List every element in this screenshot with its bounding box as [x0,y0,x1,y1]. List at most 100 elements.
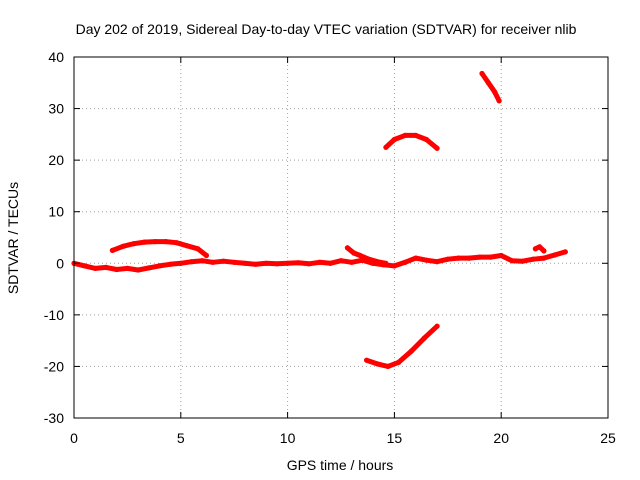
data-point [396,359,402,365]
data-point [492,89,498,95]
data-point [195,246,201,252]
data-point [413,255,419,261]
series-high-segment-near-35 [479,71,502,104]
data-point [173,240,180,246]
series-upper-early-arc [109,239,209,258]
data-point [103,264,109,270]
data-point [434,259,440,265]
data-point [421,335,427,341]
data-point [408,348,415,354]
data-point [82,263,88,269]
data-point [274,261,280,267]
y-tick-label: 30 [48,101,64,117]
chart-title: Day 202 of 2019, Sidereal Day-to-day VTE… [76,21,577,37]
data-point [509,258,515,264]
x-tick-label: 10 [280,430,296,446]
data-point [146,265,152,271]
data-point [532,246,539,252]
data-point [253,261,259,267]
x-axis-label: GPS time / hours [287,457,394,473]
data-point [263,260,269,266]
data-point [295,260,301,266]
data-point [120,243,126,249]
data-point [434,323,440,329]
data-point [156,263,162,269]
y-tick-label: 0 [56,255,64,271]
data-point [210,259,216,265]
data-point [285,260,291,266]
tick-labels: 0 5 10 15 20 25 -30 -20 -10 0 10 20 30 40 [44,49,616,446]
data-point [220,258,227,264]
data-point [364,357,370,363]
data-point [374,259,380,265]
y-tick-label: -30 [44,410,64,426]
plot-frame [73,56,609,419]
data-point [413,132,419,138]
x-tick-label: 20 [493,430,509,446]
data-point [338,258,344,264]
data-point [385,363,391,369]
data-point [487,254,494,260]
data-point [306,261,312,267]
y-tick-label: 20 [48,152,64,168]
data-point [485,80,491,86]
data-point [374,361,380,367]
data-point [141,239,148,245]
data-point [520,258,526,264]
data-point [552,252,558,258]
data-point [391,136,397,143]
data-point [242,260,248,266]
data-point [383,144,389,150]
data-point [344,245,350,251]
y-axis-label: SDTVAR / TECUs [5,182,21,294]
data-point [357,252,363,259]
data-point [109,247,115,253]
data-point [184,243,190,249]
data-point [203,252,209,259]
y-tick-label: -10 [44,307,64,323]
data-point [498,252,504,259]
data-point [496,98,502,104]
data-point [131,241,137,247]
data-point [152,239,158,245]
data-point [445,256,451,262]
data-point [391,263,397,269]
data-point [402,259,408,265]
y-tick-label: 10 [48,204,64,220]
data-point [199,258,205,264]
data-point [434,145,440,151]
data-point [92,265,98,271]
data-point [188,259,195,265]
data-point [455,255,462,261]
data-point [537,244,543,250]
data-point [317,259,323,265]
x-tick-label: 5 [177,430,185,446]
data-point [479,70,485,77]
series-lower-arc-near-minus-20 [364,323,440,369]
data-point [167,261,173,267]
data-point [351,250,357,256]
data-point [163,239,169,245]
data-point [114,266,120,273]
axes [73,56,609,419]
data-point [402,132,408,138]
data-point [349,259,355,265]
data-point [423,136,429,143]
data-point [383,260,389,266]
data-point [423,257,429,263]
data-point [366,256,372,262]
data-point [231,259,237,265]
data-point [135,267,141,273]
y-tick-label: 40 [48,49,64,65]
data-point [477,254,483,260]
data-point [124,265,130,271]
data-point [530,256,536,262]
x-tick-label: 25 [600,430,616,446]
y-tick-label: -20 [44,358,64,374]
data-point [178,260,184,266]
data-point [562,249,568,255]
x-tick-label: 0 [70,430,78,446]
data-point [541,248,547,254]
data-series [71,70,568,369]
